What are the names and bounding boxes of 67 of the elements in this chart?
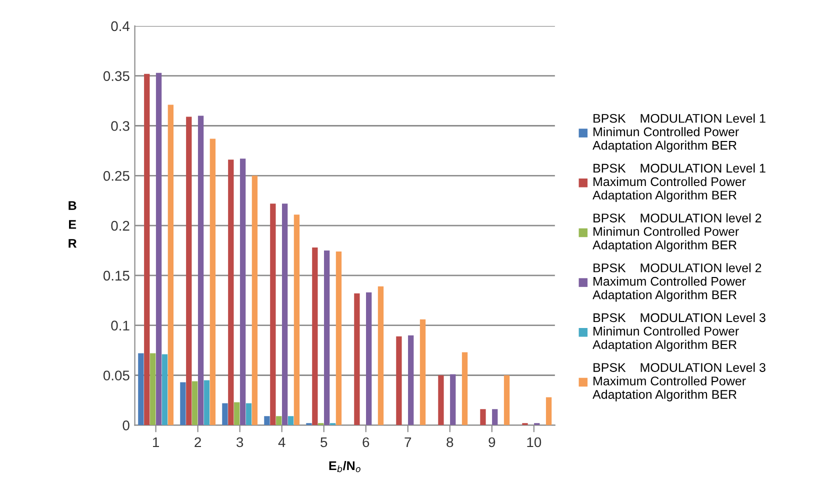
bar <box>186 116 192 426</box>
bar <box>378 286 384 426</box>
y-tick-label: 0.1 <box>111 320 130 331</box>
bar <box>480 409 486 426</box>
y-tick-label: 0.4 <box>111 21 130 32</box>
bar <box>336 251 342 426</box>
bar <box>264 416 270 426</box>
x-tick-label: 1 <box>153 437 159 448</box>
bar <box>246 403 252 426</box>
bar <box>504 375 510 426</box>
bar <box>240 158 246 426</box>
y-tick-label: 0 <box>122 420 130 430</box>
bar <box>354 293 360 426</box>
bar <box>234 402 240 426</box>
bar <box>252 176 258 426</box>
x-tick-label: 7 <box>404 437 412 448</box>
legend-label: BPSK MODULATION level 2 Maximum Controlled Power Adaptation Algorithm BER <box>592 263 762 302</box>
bar <box>324 250 330 426</box>
bar <box>204 380 210 426</box>
legend-label: BPSK MODULATION Level 1 Minimun Controlled Power Adaptation Algorithm BER <box>592 114 766 152</box>
bar <box>228 160 234 426</box>
y-axis-title: B E R <box>68 201 77 248</box>
bar <box>282 204 288 426</box>
x-tick-label: 5 <box>320 437 328 448</box>
bar <box>396 336 402 426</box>
x-tick-label: 10 <box>527 437 542 448</box>
bar <box>162 354 168 426</box>
x-tick-label: 8 <box>446 437 454 448</box>
bar <box>462 352 468 426</box>
bar <box>450 374 456 426</box>
x-tick-label: 6 <box>362 437 370 448</box>
bar <box>288 416 294 426</box>
x-tick-label: 2 <box>194 437 201 448</box>
bar <box>198 116 204 426</box>
bar <box>156 72 162 426</box>
legend-label: BPSK MODULATION Level 1 Maximum Controlled Power Adaptation Algorithm BER <box>592 163 766 202</box>
legend-label: BPSK MODULATION Level 3 Maximum Controlled Power Adaptation Algorithm BER <box>592 362 766 402</box>
bar <box>180 382 186 426</box>
bar <box>420 319 426 426</box>
legend-label: BPSK MODULATION Level 3 Minimun Controlled Power Adaptation Algorithm BER <box>592 312 766 352</box>
bar <box>222 403 228 426</box>
y-tick-label: 0.25 <box>103 170 130 181</box>
bar <box>210 138 216 426</box>
x-tick-label: 9 <box>488 437 496 448</box>
bar <box>438 375 444 426</box>
x-tick-label: 4 <box>278 437 286 448</box>
y-tick-label: 0.3 <box>111 121 130 131</box>
bar <box>270 204 276 426</box>
bar <box>366 292 372 426</box>
bar <box>312 248 318 426</box>
bar <box>192 381 198 426</box>
bar <box>144 74 150 426</box>
x-axis-title: E$_{b}$/N$_{o}$ <box>329 460 360 472</box>
bar <box>546 397 552 426</box>
x-tick-label: 3 <box>236 437 244 448</box>
bar <box>294 214 300 426</box>
bar <box>408 335 414 426</box>
bar <box>276 416 282 426</box>
bar <box>168 104 174 426</box>
y-tick-label: 0.05 <box>103 370 130 380</box>
y-tick-label: 0.2 <box>111 220 130 231</box>
bar <box>492 409 498 426</box>
bar <box>138 353 144 426</box>
y-tick-label: 0.15 <box>103 270 130 281</box>
y-tick-label: 0.35 <box>103 71 130 82</box>
legend-label: BPSK MODULATION level 2 Minimun Controlled Power Adaptation Algorithm BER <box>592 213 762 252</box>
bar <box>150 353 156 426</box>
